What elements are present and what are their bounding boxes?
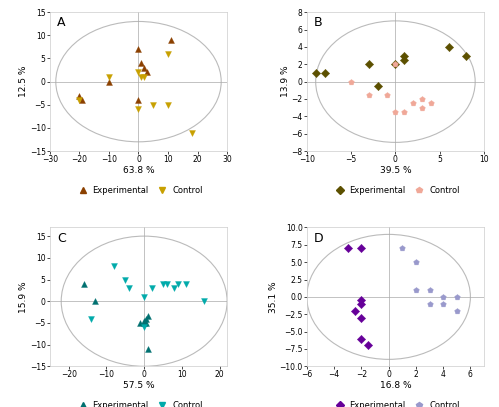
Point (365, 92, 373, 98)
Point (140, 324, 148, 330)
Point (357, 300, 365, 307)
Point (383, 92, 391, 98)
Point (344, 245, 352, 252)
Point (400, 57, 408, 63)
Point (105, 79, 113, 85)
Point (445, 44, 453, 50)
Point (391, 109, 399, 115)
Point (142, 315, 150, 322)
Point (182, 280, 190, 287)
Point (144, 313, 152, 319)
Point (174, 280, 182, 287)
Point (391, 61, 399, 68)
Point (400, 109, 408, 115)
Point (439, 300, 447, 307)
Point (148, 285, 156, 291)
Point (201, 298, 209, 304)
Point (400, 53, 408, 59)
X-axis label: 39.5 %: 39.5 % (380, 166, 411, 175)
Point (365, 61, 373, 68)
Point (412, 287, 420, 293)
Point (121, 276, 129, 283)
Point (357, 335, 365, 342)
Point (136, 319, 144, 326)
Point (140, 317, 148, 324)
Point (439, 293, 447, 300)
Point (426, 300, 434, 307)
Point (357, 297, 365, 304)
Point (110, 263, 118, 270)
Text: C: C (57, 232, 66, 245)
Y-axis label: 12.5 %: 12.5 % (19, 66, 28, 97)
Y-axis label: 35.1 %: 35.1 % (269, 281, 278, 313)
Point (149, 101, 157, 108)
Text: D: D (314, 232, 323, 245)
Point (137, 60, 145, 66)
Point (357, 245, 365, 252)
Point (140, 293, 148, 300)
Point (170, 285, 178, 291)
Point (125, 285, 133, 291)
Point (453, 293, 461, 300)
Y-axis label: 13.9 %: 13.9 % (281, 66, 290, 97)
Point (188, 129, 196, 136)
Point (135, 106, 143, 113)
Point (409, 100, 417, 107)
Point (87, 315, 95, 322)
Y-axis label: 15.9 %: 15.9 % (19, 281, 28, 313)
Point (418, 96, 426, 102)
X-axis label: 57.5 %: 57.5 % (123, 381, 154, 390)
Point (374, 83, 382, 89)
Point (142, 319, 150, 326)
Point (91, 298, 99, 304)
Text: A: A (57, 16, 65, 29)
X-axis label: 63.8 %: 63.8 % (123, 166, 154, 175)
Point (351, 308, 359, 314)
Point (144, 346, 152, 352)
Point (143, 69, 151, 76)
Point (426, 287, 434, 293)
Legend: Experimental, Control: Experimental, Control (74, 401, 203, 407)
Point (75, 97, 83, 103)
Point (391, 61, 399, 68)
Point (163, 280, 171, 287)
Point (364, 342, 372, 349)
Point (312, 70, 320, 76)
Point (453, 308, 461, 314)
Legend: Experimental, Control: Experimental, Control (74, 186, 203, 195)
Point (462, 53, 470, 59)
Point (347, 79, 355, 85)
Point (412, 259, 420, 265)
Point (105, 74, 113, 80)
Legend: Experimental, Control: Experimental, Control (331, 401, 460, 407)
Point (418, 105, 426, 111)
Point (135, 46, 143, 53)
Point (159, 280, 167, 287)
Point (80, 280, 88, 287)
X-axis label: 16.8 %: 16.8 % (380, 381, 411, 390)
Text: B: B (314, 16, 322, 29)
Point (140, 319, 148, 326)
Point (75, 92, 83, 99)
Legend: Experimental, Control: Experimental, Control (331, 186, 460, 195)
Point (427, 100, 435, 107)
Point (140, 64, 148, 71)
Point (135, 69, 143, 76)
Point (135, 97, 143, 103)
Point (78, 97, 86, 103)
Point (137, 74, 145, 80)
Point (164, 50, 172, 57)
Point (164, 101, 172, 108)
Point (167, 37, 175, 43)
Point (357, 315, 365, 321)
Point (398, 245, 406, 252)
Point (320, 70, 328, 76)
Point (140, 74, 148, 80)
